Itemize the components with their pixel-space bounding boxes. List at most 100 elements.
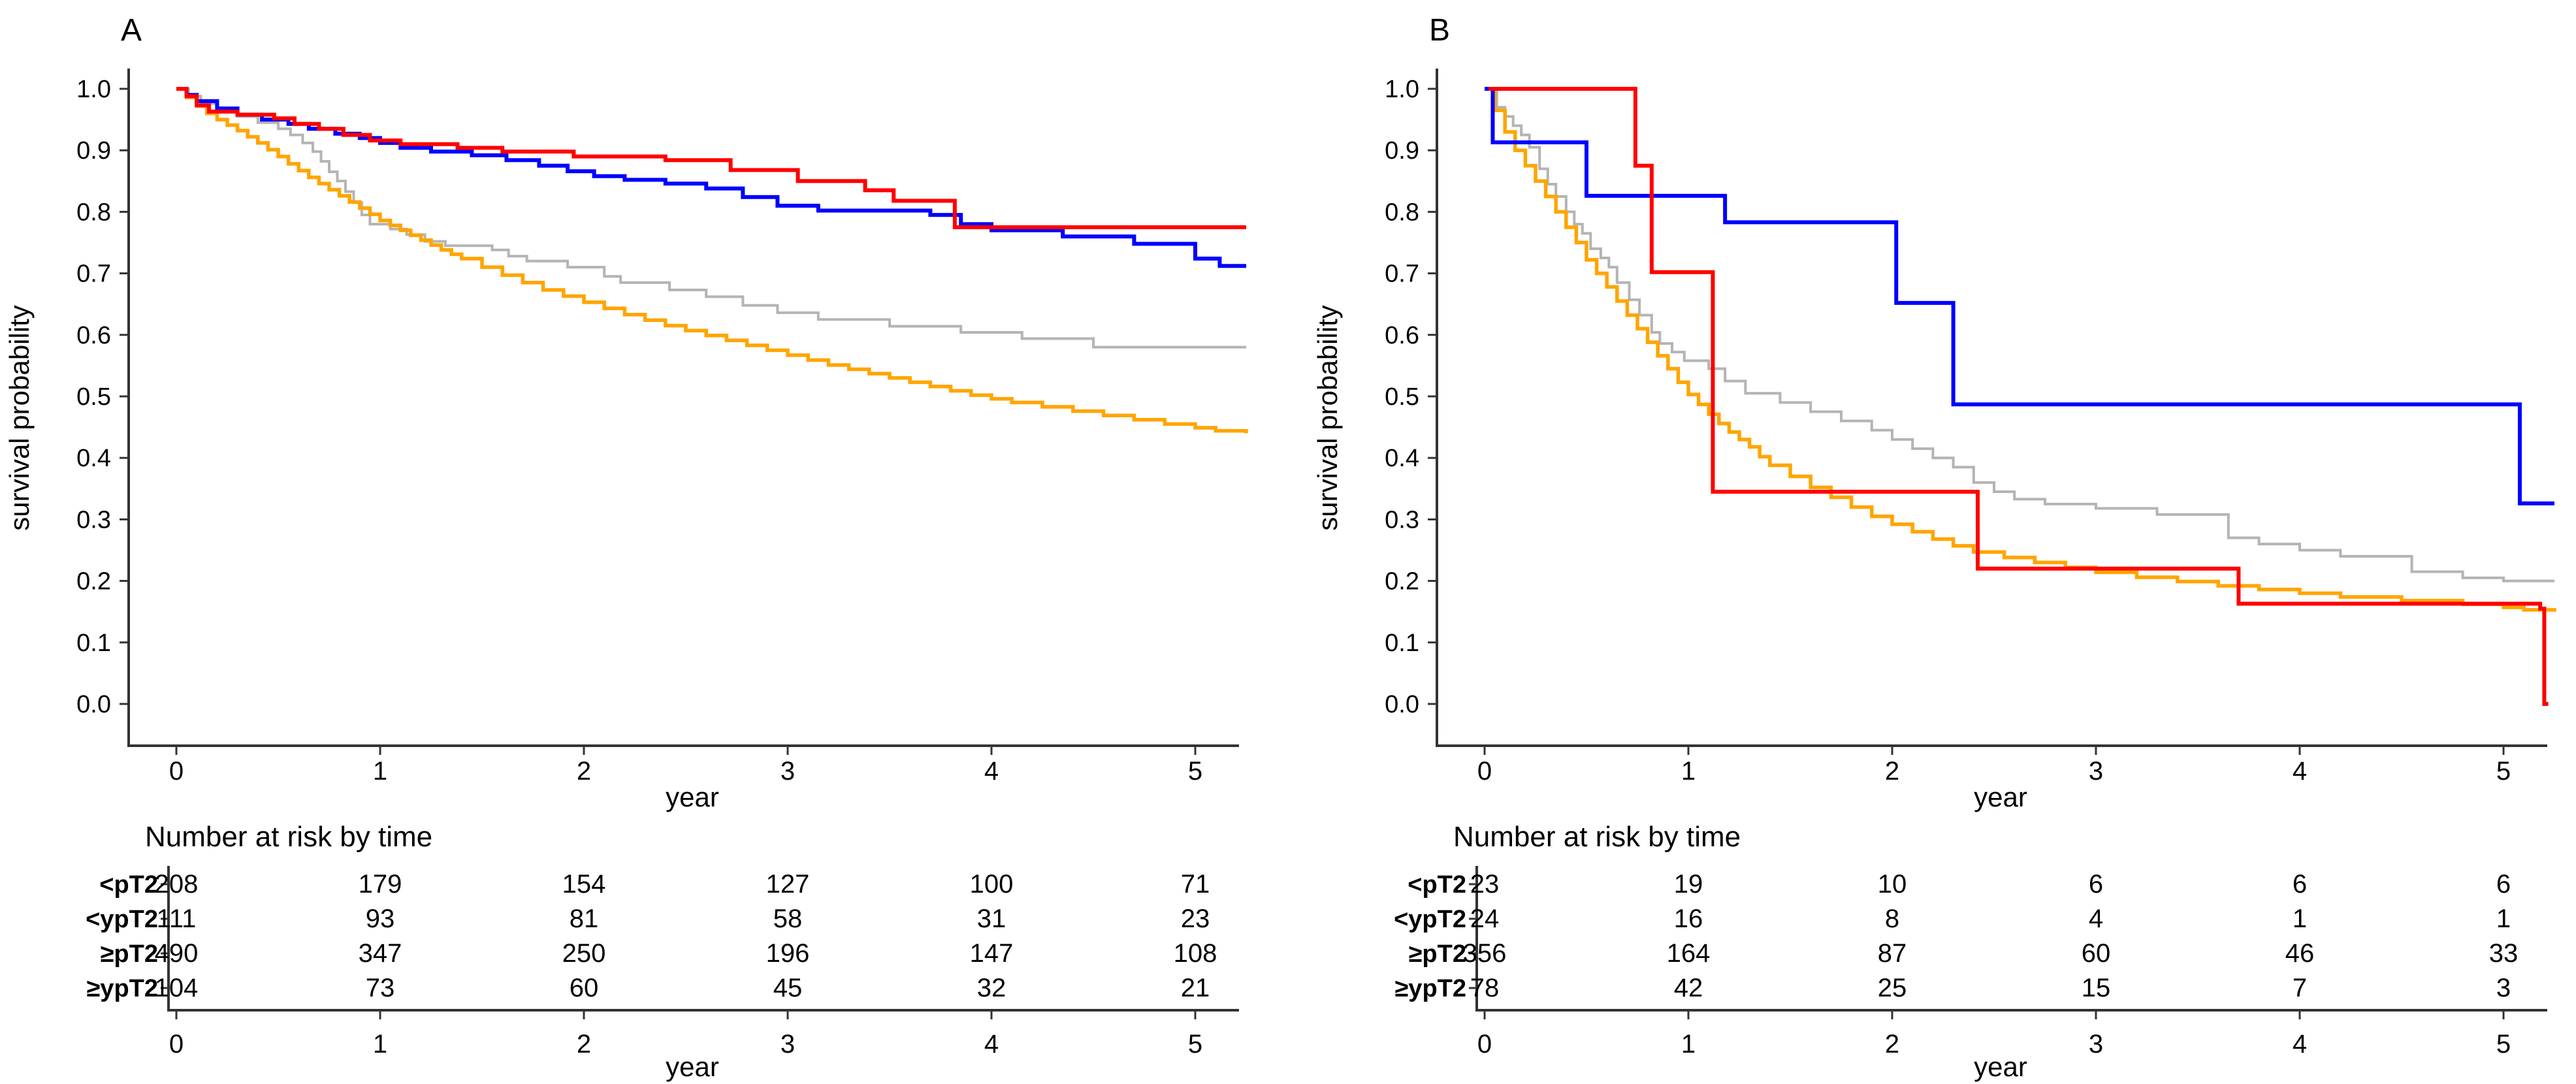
risk-table-title: Number at risk by time bbox=[1453, 821, 1741, 853]
risk-count-lt-pt2-t0: 208 bbox=[155, 870, 199, 899]
panel-a: A survival probability year Number at ri… bbox=[4, 13, 1248, 1082]
curve-lt-pt2 bbox=[1485, 87, 2554, 505]
risk-count-lt-ypt2-t3: 58 bbox=[773, 904, 803, 933]
risk-x-tick-label: 1 bbox=[1681, 1030, 1696, 1059]
risk-count-ge-pt2-t0: 356 bbox=[1463, 939, 1507, 968]
y-tick-label: 0.8 bbox=[1385, 199, 1419, 226]
y-tick-label: 0.2 bbox=[1385, 568, 1419, 596]
risk-row-label-lt-ypt2: <ypT2 bbox=[1394, 906, 1466, 933]
y-tick-label: 0.7 bbox=[1385, 261, 1419, 288]
risk-count-lt-ypt2-t5: 1 bbox=[2496, 904, 2511, 933]
risk-count-ge-ypt2-t4: 32 bbox=[977, 974, 1006, 1002]
risk-count-ge-pt2-t5: 33 bbox=[2489, 939, 2519, 968]
risk-count-ge-pt2-t2: 87 bbox=[1878, 939, 1907, 968]
panel-b: B survival probability year Number at ri… bbox=[1308, 0, 2576, 1084]
y-tick-label: 0.2 bbox=[76, 568, 111, 596]
x-tick-label: 5 bbox=[2496, 757, 2511, 786]
y-tick-label: 0.9 bbox=[76, 137, 111, 165]
risk-count-lt-pt2-t0: 23 bbox=[1470, 870, 1500, 899]
risk-count-lt-ypt2-t2: 8 bbox=[1885, 904, 1899, 933]
risk-count-lt-pt2-t1: 179 bbox=[359, 870, 402, 899]
risk-row-label-ge-pt2: ≥pT2 bbox=[1409, 940, 1466, 968]
risk-x-axis-title: year bbox=[1974, 1051, 2027, 1082]
y-tick-label: 0.1 bbox=[1385, 630, 1419, 657]
y-tick-label: 0.5 bbox=[1385, 383, 1419, 411]
panel-label: A bbox=[121, 13, 142, 48]
risk-count-lt-pt2-t2: 10 bbox=[1878, 870, 1907, 899]
risk-count-lt-pt2-t3: 6 bbox=[2089, 870, 2103, 899]
risk-x-tick-label: 4 bbox=[2293, 1030, 2307, 1059]
x-tick-label: 5 bbox=[1188, 757, 1202, 786]
risk-x-tick-label: 2 bbox=[1885, 1030, 1899, 1059]
risk-count-ge-pt2-t2: 250 bbox=[562, 939, 606, 968]
risk-count-lt-ypt2-t4: 31 bbox=[977, 904, 1006, 933]
panel-a-survival-plot: A survival probability year Number at ri… bbox=[4, 13, 1248, 1082]
risk-count-ge-pt2-t1: 347 bbox=[359, 939, 402, 968]
risk-count-ge-pt2-t3: 196 bbox=[766, 939, 810, 968]
risk-count-ge-pt2-t1: 164 bbox=[1667, 939, 1711, 968]
y-axis-title: survival probability bbox=[1312, 305, 1343, 530]
y-tick-label: 1.0 bbox=[76, 76, 111, 103]
x-axis-title: year bbox=[1974, 782, 2027, 812]
x-tick-label: 0 bbox=[169, 757, 184, 786]
x-tick-label: 3 bbox=[781, 757, 795, 786]
risk-x-axis-title: year bbox=[666, 1051, 719, 1082]
y-tick-label: 0.6 bbox=[76, 322, 111, 349]
curve-ge-pt2 bbox=[176, 87, 1248, 434]
curve-lt-ypt2 bbox=[1489, 87, 2549, 706]
risk-row-label-lt-ypt2: <ypT2 bbox=[86, 906, 158, 933]
curve-lt-ypt2 bbox=[176, 87, 1246, 229]
x-tick-label: 0 bbox=[1477, 757, 1492, 786]
risk-count-ge-ypt2-t1: 73 bbox=[366, 974, 395, 1002]
risk-count-ge-pt2-t0: 490 bbox=[155, 939, 199, 968]
risk-x-tick-label: 5 bbox=[2496, 1030, 2511, 1059]
y-axis-title: survival probability bbox=[4, 305, 35, 530]
risk-count-lt-pt2-t3: 127 bbox=[766, 870, 810, 899]
x-tick-label: 4 bbox=[984, 757, 999, 786]
y-tick-label: 0.4 bbox=[76, 445, 111, 472]
risk-x-tick-label: 0 bbox=[169, 1030, 184, 1059]
risk-count-ge-pt2-t4: 147 bbox=[970, 939, 1014, 968]
x-tick-label: 2 bbox=[577, 757, 591, 786]
risk-count-ge-ypt2-t1: 42 bbox=[1674, 974, 1703, 1002]
risk-count-lt-pt2-t5: 71 bbox=[1181, 870, 1210, 899]
risk-count-lt-pt2-t2: 154 bbox=[562, 870, 606, 899]
x-tick-label: 1 bbox=[1681, 757, 1696, 786]
risk-count-ge-pt2-t5: 108 bbox=[1174, 939, 1217, 968]
y-tick-label: 0.5 bbox=[76, 383, 111, 411]
x-tick-label: 3 bbox=[2089, 757, 2103, 786]
risk-count-lt-ypt2-t5: 23 bbox=[1181, 904, 1210, 933]
risk-count-lt-ypt2-t2: 81 bbox=[570, 904, 599, 933]
y-tick-label: 1.0 bbox=[1385, 76, 1419, 103]
x-tick-label: 2 bbox=[1885, 757, 1899, 786]
y-tick-label: 0.8 bbox=[76, 199, 111, 226]
risk-count-ge-ypt2-t0: 78 bbox=[1470, 974, 1500, 1002]
risk-x-tick-label: 5 bbox=[1188, 1030, 1202, 1059]
y-tick-label: 0.6 bbox=[1385, 322, 1419, 349]
curve-ge-ypt2 bbox=[1485, 88, 2554, 582]
risk-count-lt-ypt2-t0: 24 bbox=[1470, 904, 1500, 933]
risk-count-lt-pt2-t5: 6 bbox=[2496, 870, 2511, 899]
y-tick-label: 0.4 bbox=[1385, 445, 1419, 472]
y-tick-label: 0.1 bbox=[76, 630, 111, 657]
curve-ge-pt2 bbox=[1485, 87, 2556, 612]
y-tick-label: 0.3 bbox=[76, 506, 111, 534]
curve-lt-pt2 bbox=[176, 87, 1246, 268]
risk-row-label-lt-pt2: <pT2 bbox=[99, 871, 158, 899]
risk-x-tick-label: 4 bbox=[984, 1030, 999, 1059]
risk-count-lt-ypt2-t1: 93 bbox=[366, 904, 395, 933]
risk-count-lt-ypt2-t3: 4 bbox=[2089, 904, 2103, 933]
risk-count-ge-ypt2-t2: 25 bbox=[1878, 974, 1907, 1002]
risk-count-ge-ypt2-t2: 60 bbox=[570, 974, 599, 1002]
risk-x-tick-label: 0 bbox=[1477, 1030, 1492, 1059]
risk-count-ge-ypt2-t5: 21 bbox=[1181, 974, 1210, 1002]
risk-row-label-ge-ypt2: ≥ypT2 bbox=[1394, 975, 1466, 1002]
risk-count-ge-ypt2-t5: 3 bbox=[2496, 974, 2511, 1002]
risk-count-lt-pt2-t4: 100 bbox=[970, 870, 1014, 899]
risk-count-ge-ypt2-t4: 7 bbox=[2293, 974, 2307, 1002]
risk-count-lt-pt2-t1: 19 bbox=[1674, 870, 1703, 899]
risk-row-label-ge-pt2: ≥pT2 bbox=[101, 940, 158, 968]
risk-x-tick-label: 3 bbox=[2089, 1030, 2103, 1059]
risk-count-ge-pt2-t4: 46 bbox=[2285, 939, 2315, 968]
